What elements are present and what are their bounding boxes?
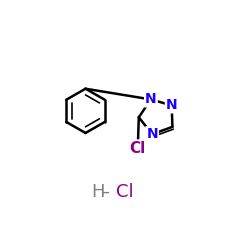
Text: H: H	[92, 183, 105, 201]
Text: Cl: Cl	[116, 183, 133, 201]
Text: Cl: Cl	[130, 140, 146, 156]
Text: N: N	[146, 127, 158, 141]
Text: –: –	[100, 183, 110, 201]
Text: N: N	[145, 92, 157, 106]
Text: N: N	[166, 98, 177, 112]
